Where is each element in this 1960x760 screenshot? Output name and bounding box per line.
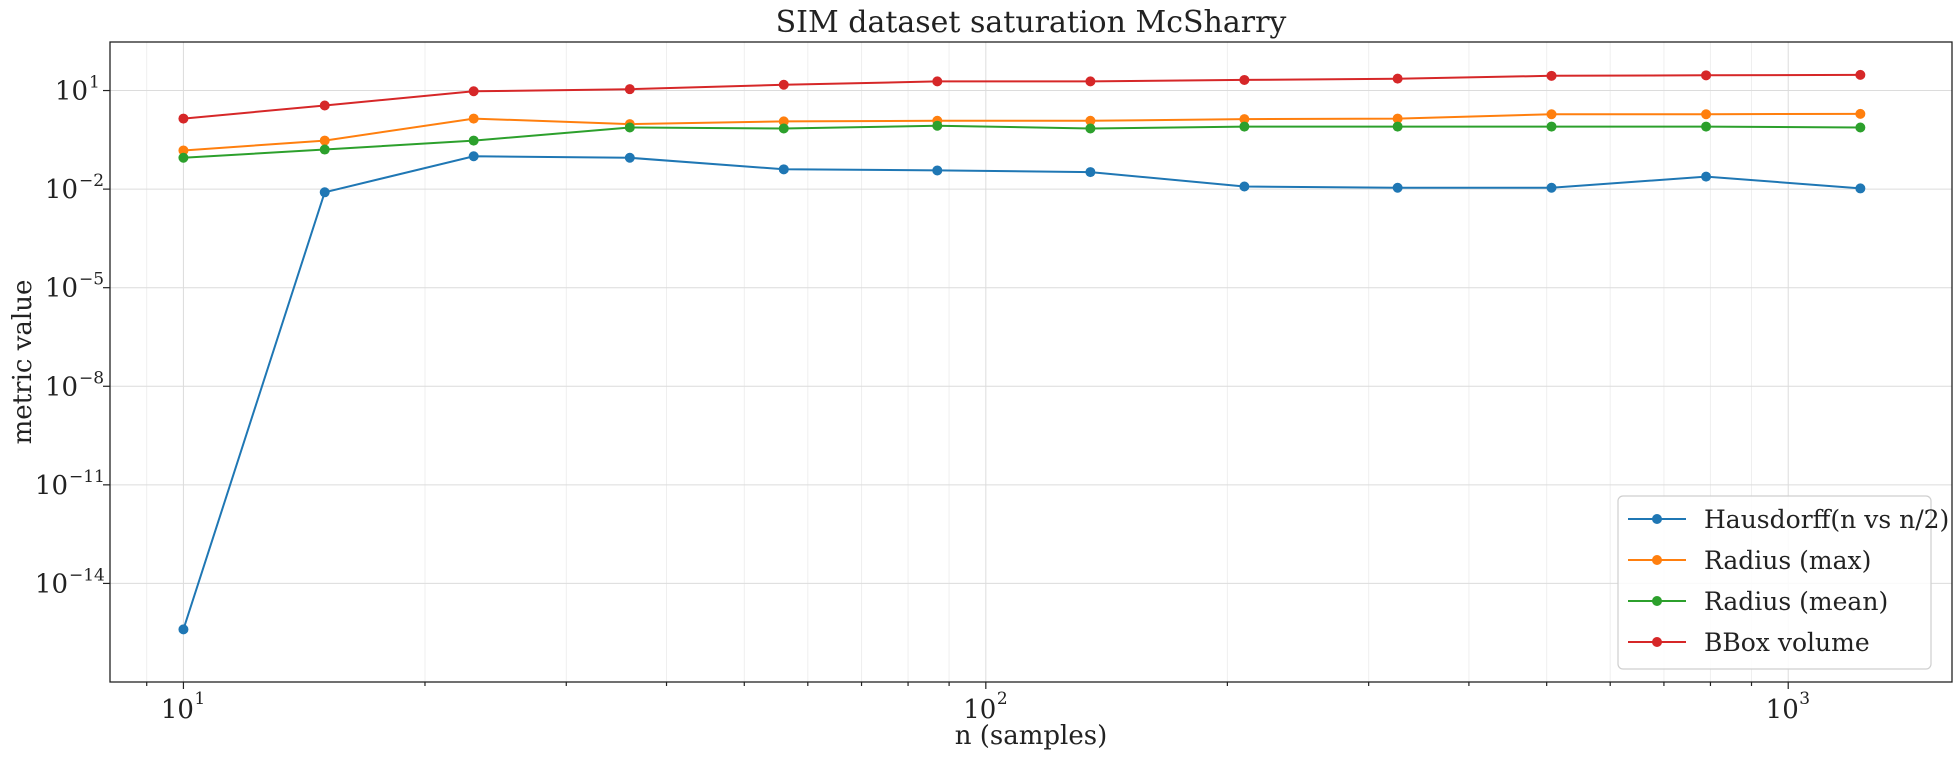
data-point — [932, 76, 943, 87]
y-tick-exponent: −11 — [69, 467, 105, 487]
series-line — [182, 155, 1861, 630]
legend-label: Radius (mean) — [1704, 587, 1888, 616]
data-point — [319, 187, 330, 198]
y-tick-exponent: −5 — [79, 270, 104, 290]
series-4 — [178, 69, 1866, 124]
legend-box — [1617, 495, 1932, 670]
x-tick-label: 10 — [1766, 695, 1799, 725]
data-point — [1085, 76, 1096, 87]
data-point — [1392, 73, 1403, 84]
data-point — [1239, 121, 1250, 132]
data-point — [1546, 121, 1557, 132]
data-point — [468, 135, 479, 146]
y-tick-exponent: −8 — [79, 368, 104, 388]
y-tick-label: 10 — [45, 274, 78, 304]
series-line — [183, 112, 1861, 152]
data-point — [932, 120, 943, 131]
data-point — [468, 151, 479, 162]
data-point — [778, 79, 789, 90]
data-point — [1085, 115, 1096, 126]
data-point — [1239, 114, 1250, 125]
data-point — [932, 165, 943, 176]
legend-item-3: Radius (mean) — [1628, 587, 1888, 616]
data-point — [178, 113, 189, 124]
y-tick-label: 10 — [45, 175, 78, 205]
x-tick-exponent: 1 — [194, 689, 205, 709]
legend-label: BBox volume — [1704, 628, 1870, 657]
legend-marker — [1652, 596, 1662, 606]
y-axis-label: metric value — [8, 280, 38, 445]
data-point — [778, 116, 789, 127]
y-tick-label: 10 — [45, 372, 78, 402]
data-point — [1546, 70, 1557, 81]
data-point — [468, 86, 479, 97]
y-tick-exponent: 1 — [89, 73, 100, 93]
data-point — [1855, 183, 1866, 194]
data-point — [1855, 108, 1866, 119]
x-tick-exponent: 3 — [1799, 689, 1810, 709]
data-point — [1085, 167, 1096, 178]
data-point — [1701, 171, 1712, 182]
series-line — [183, 73, 1861, 120]
legend-item-2: Radius (max) — [1628, 546, 1871, 575]
data-point — [1239, 74, 1250, 85]
data-point — [178, 152, 189, 163]
legend-marker — [1652, 514, 1662, 524]
x-axis-label: n (samples) — [955, 721, 1107, 751]
plot-frame — [109, 41, 1953, 683]
y-tick-label: 10 — [55, 77, 88, 107]
data-point — [624, 152, 635, 163]
series-1 — [178, 151, 1866, 635]
data-point — [1239, 181, 1250, 192]
y-tick-label: 10 — [35, 569, 68, 599]
data-point — [1701, 121, 1712, 132]
data-point — [1701, 70, 1712, 81]
data-point — [624, 84, 635, 95]
data-point — [1392, 182, 1403, 193]
legend: Hausdorff(n vs n/2) Radius (max) Radius (m… — [1617, 495, 1949, 670]
chart-title: SIM dataset saturation McSharry — [776, 5, 1287, 40]
series-2 — [178, 108, 1866, 156]
x-tick-label: 10 — [161, 695, 194, 725]
data-point — [1085, 123, 1096, 134]
y-tick-exponent: −2 — [79, 171, 104, 191]
data-point — [319, 144, 330, 155]
data-point — [468, 113, 479, 124]
data-point — [1855, 69, 1866, 80]
legend-item-4: BBox volume — [1628, 628, 1870, 657]
data-point — [1392, 113, 1403, 124]
data-point — [778, 123, 789, 134]
x-tick-label: 10 — [963, 695, 996, 725]
data-point — [1855, 122, 1866, 133]
y-tick-exponent: −14 — [69, 565, 105, 585]
data-point — [1546, 182, 1557, 193]
data-point — [624, 122, 635, 133]
data-point — [778, 164, 789, 175]
legend-item-1: Hausdorff(n vs n/2) — [1628, 505, 1949, 534]
data-point — [1546, 109, 1557, 120]
legend-marker — [1652, 637, 1662, 647]
series-line — [183, 124, 1861, 159]
x-tick-exponent: 2 — [997, 689, 1008, 709]
data-point — [1392, 121, 1403, 132]
legend-marker — [1652, 555, 1662, 565]
data-point — [1701, 109, 1712, 120]
series-3 — [178, 120, 1866, 163]
y-tick-label: 10 — [35, 471, 68, 501]
data-point — [178, 624, 189, 635]
data-point — [319, 100, 330, 111]
legend-label: Radius (max) — [1704, 546, 1871, 575]
data-point — [178, 145, 189, 156]
legend-label: Hausdorff(n vs n/2) — [1704, 505, 1949, 534]
series-layer — [178, 69, 1866, 635]
grid — [110, 42, 1952, 682]
data-point — [319, 135, 330, 146]
